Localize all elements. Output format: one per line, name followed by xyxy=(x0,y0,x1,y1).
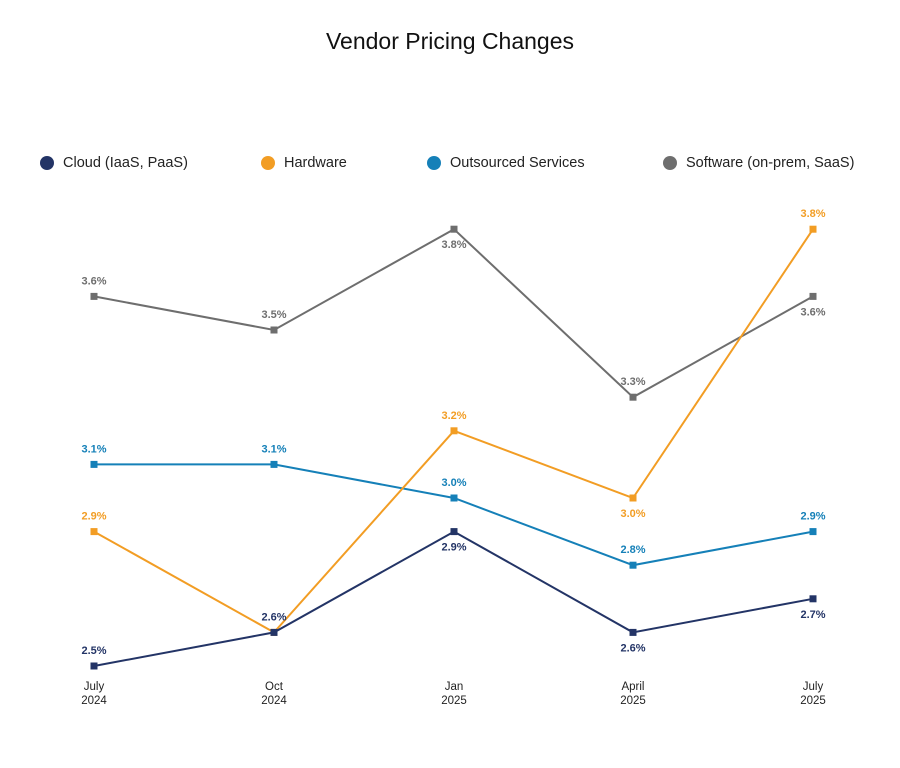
x-tick-label-4: July 2025 xyxy=(800,681,826,707)
data-label-cloud-0: 2.5% xyxy=(81,645,106,657)
data-label-software-1: 3.5% xyxy=(261,309,286,321)
legend-swatch-software xyxy=(663,156,677,170)
data-point-cloud-3 xyxy=(629,628,637,636)
x-tick-label-0: July 2024 xyxy=(81,681,107,707)
data-point-cloud-2 xyxy=(450,528,458,536)
legend-label-software: Software (on-prem, SaaS) xyxy=(686,155,855,171)
data-label-cloud-1: 2.6% xyxy=(261,611,286,623)
data-point-software-2 xyxy=(450,225,458,233)
data-point-outsourced-1 xyxy=(270,460,278,468)
data-point-outsourced-3 xyxy=(629,561,637,569)
legend-item-hardware: Hardware xyxy=(261,150,347,176)
data-point-hardware-3 xyxy=(629,494,637,502)
data-point-outsourced-4 xyxy=(809,528,817,536)
legend-item-cloud: Cloud (IaaS, PaaS) xyxy=(40,150,188,176)
x-tick-label-1: Oct 2024 xyxy=(261,681,287,707)
series-line-software xyxy=(93,227,814,399)
data-label-hardware-0: 2.9% xyxy=(81,511,106,523)
data-label-software-2: 3.8% xyxy=(441,239,466,251)
data-point-software-4 xyxy=(809,292,817,300)
data-label-hardware-2: 3.2% xyxy=(441,410,466,422)
chart-title: Vendor Pricing Changes xyxy=(325,28,575,54)
data-label-outsourced-4: 2.9% xyxy=(800,511,825,523)
data-labels: 3.6% 3.5% 3.8% 3.3% 3.6% 3.1% 3.1% 3.0% 2.8% 2.9%… xyxy=(81,208,825,657)
data-point-software-3 xyxy=(629,393,637,401)
legend-swatch-outsourced xyxy=(427,156,441,170)
legend-label-hardware: Hardware xyxy=(284,155,347,171)
data-point-outsourced-0 xyxy=(90,460,98,468)
data-label-outsourced-0: 3.1% xyxy=(81,443,106,455)
data-point-software-1 xyxy=(270,326,278,334)
data-label-hardware-4: 3.8% xyxy=(800,208,825,220)
data-point-hardware-4 xyxy=(809,225,817,233)
legend-item-outsourced: Outsourced Services xyxy=(427,150,585,176)
data-label-outsourced-1: 3.1% xyxy=(261,443,286,455)
data-label-software-4: 3.6% xyxy=(800,306,825,318)
data-label-software-3: 3.3% xyxy=(620,376,645,388)
data-label-hardware-3: 3.0% xyxy=(620,508,645,520)
data-label-cloud-4: 2.7% xyxy=(800,609,825,621)
data-point-hardware-0 xyxy=(90,528,98,536)
legend: Cloud (IaaS, PaaS) Hardware Outsourced S… xyxy=(0,150,900,176)
legend-swatch-hardware xyxy=(261,156,275,170)
x-tick-label-3: April 2025 xyxy=(620,681,646,707)
data-label-outsourced-2: 3.0% xyxy=(441,477,466,489)
legend-label-cloud: Cloud (IaaS, PaaS) xyxy=(63,155,188,171)
data-label-cloud-3: 2.6% xyxy=(620,642,645,654)
data-label-software-0: 3.6% xyxy=(81,275,106,287)
x-tick-label-2: Jan 2025 xyxy=(441,681,467,707)
data-point-hardware-2 xyxy=(450,427,458,435)
data-label-outsourced-3: 2.8% xyxy=(620,544,645,556)
legend-item-software: Software (on-prem, SaaS) xyxy=(663,150,854,176)
data-point-cloud-0 xyxy=(90,662,98,670)
legend-label-outsourced: Outsourced Services xyxy=(450,155,585,171)
data-point-cloud-4 xyxy=(809,595,817,603)
data-label-cloud-2: 2.9% xyxy=(441,542,466,554)
legend-swatch-cloud xyxy=(40,156,54,170)
data-point-cloud-1 xyxy=(270,628,278,636)
data-point-outsourced-2 xyxy=(450,494,458,502)
data-point-software-0 xyxy=(90,292,98,300)
